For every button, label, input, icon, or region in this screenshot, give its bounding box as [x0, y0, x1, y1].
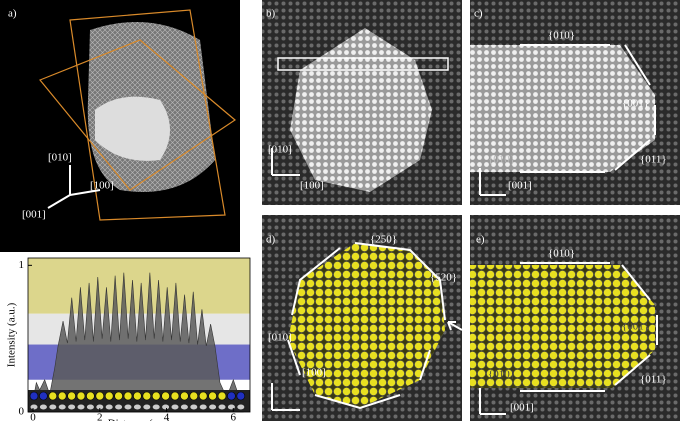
atom-image — [209, 404, 217, 410]
axis-label: [010] — [268, 144, 292, 156]
atom-image — [162, 404, 170, 410]
x-tick-label: 6 — [231, 412, 237, 421]
axis-label: [001] — [510, 402, 534, 414]
atom-image — [86, 404, 94, 410]
panel-label: d) — [266, 234, 276, 246]
intensity-area — [32, 272, 244, 413]
axis-label: [100] — [302, 367, 326, 379]
y-axis-label: Intensity (a.u.) — [6, 302, 18, 367]
atom-image — [30, 404, 38, 410]
atom-image — [58, 404, 66, 410]
atom-image — [237, 404, 245, 410]
atom — [236, 391, 246, 401]
atom-image — [124, 404, 132, 410]
atom — [48, 391, 58, 401]
atom-image — [171, 404, 179, 410]
atom — [29, 391, 39, 401]
atom — [123, 391, 133, 401]
atom — [39, 391, 48, 401]
axis-label: [010] — [268, 332, 292, 344]
atom — [161, 391, 170, 401]
axis-label: [001] — [22, 209, 46, 221]
facet-label: {011} — [640, 374, 667, 386]
panel-label: e) — [476, 234, 485, 246]
x-tick-label: 4 — [164, 412, 170, 421]
atom — [227, 391, 236, 401]
atom — [217, 391, 227, 401]
panel-a: a) [010] [100] [001] — [0, 0, 240, 252]
atom — [104, 391, 114, 401]
atom-image — [49, 404, 57, 410]
panel-e: e) {010} {001} {011} {010} [001] — [470, 215, 680, 421]
atom-image — [133, 404, 141, 410]
x-tick-label: 0 — [30, 412, 36, 421]
atom — [189, 391, 199, 401]
atom-image — [199, 404, 207, 410]
facet-label: {001} — [622, 98, 649, 110]
atom — [86, 391, 95, 401]
atom — [114, 391, 123, 401]
facet-label: {250} — [370, 234, 397, 246]
atom — [76, 391, 86, 401]
intensity-profile: 0 1 0 2 4 6 Distance (nm) Intensity (a.u.) — [6, 257, 251, 426]
atom — [67, 391, 76, 401]
atom-image — [68, 404, 76, 410]
facet-label: {010} — [488, 369, 515, 381]
x-tick-label: 2 — [97, 412, 103, 421]
axis-label: [010] — [48, 152, 72, 164]
atom — [57, 391, 67, 401]
axis-label: [100] — [300, 180, 324, 192]
y-tick-label: 0 — [19, 406, 25, 418]
atom — [95, 391, 105, 401]
panel-label: c) — [474, 8, 483, 20]
panel-c: c) {010} {001} {011} {010} [001] — [470, 0, 680, 205]
panel-label: b) — [266, 8, 276, 20]
atom — [198, 391, 208, 401]
atom-image — [218, 404, 226, 410]
atom-image — [39, 404, 47, 410]
atom — [151, 391, 161, 401]
atom — [170, 391, 180, 401]
atom-image — [190, 404, 198, 410]
atom-image — [105, 404, 113, 410]
facet-label: {010} — [548, 30, 575, 42]
atom-image — [143, 404, 151, 410]
atom-image — [96, 404, 104, 410]
atom-image — [77, 404, 85, 410]
axis-label: [100] — [90, 180, 114, 192]
panel-b: b) [010] [100] — [262, 0, 462, 205]
atom-image — [227, 404, 235, 410]
atom — [142, 391, 152, 401]
atom-image — [115, 404, 123, 410]
atom — [133, 391, 142, 401]
atom — [180, 391, 189, 401]
atom — [208, 391, 217, 401]
facet-label: {001} — [622, 321, 649, 333]
atom-image — [152, 404, 160, 410]
facet-label: {010} — [488, 154, 515, 166]
panel-label: a) — [8, 8, 17, 20]
facet-label: {011} — [640, 154, 667, 166]
band — [28, 258, 250, 314]
atom-image — [180, 404, 188, 410]
axis-label: [001] — [508, 180, 532, 192]
y-tick-label: 1 — [19, 259, 25, 271]
frame — [27, 257, 251, 413]
panel-d: d) {250} {520} [010] [100] — [262, 215, 463, 421]
x-axis-label: Distance (nm) — [108, 418, 171, 421]
facet-label: {520} — [430, 272, 457, 284]
facet-label: {010} — [548, 248, 575, 260]
